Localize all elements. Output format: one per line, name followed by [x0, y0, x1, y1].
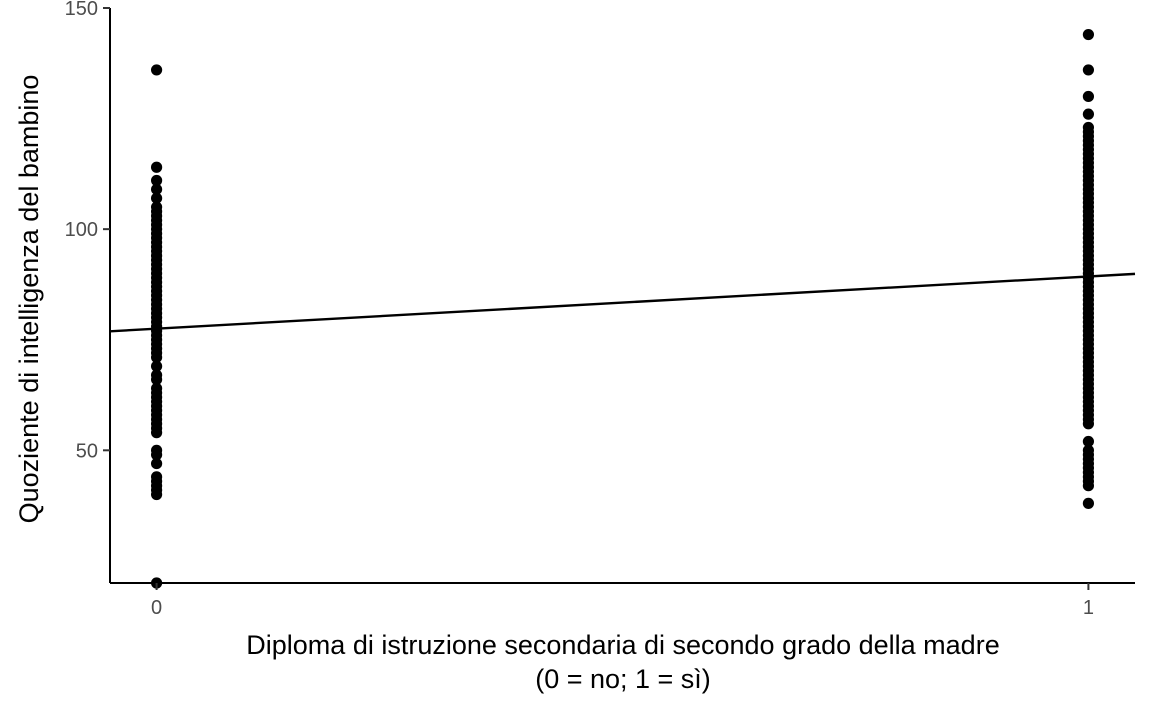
data-point — [150, 174, 163, 187]
x-tick-label: 1 — [1083, 597, 1094, 619]
data-point — [150, 192, 163, 204]
x-axis-title-line-1: Diploma di istruzione secondaria di seco… — [246, 630, 999, 660]
data-point — [150, 64, 163, 76]
data-point — [150, 161, 163, 173]
data-point — [150, 360, 163, 372]
x-axis-title-line-2: (0 = no; 1 = sì) — [535, 664, 711, 694]
x-tick-label: 0 — [151, 597, 162, 619]
regression-line-layer — [109, 272, 1136, 333]
y-tick-label: 150 — [65, 0, 98, 20]
data-point — [1082, 64, 1095, 76]
data-point — [1082, 28, 1095, 41]
data-point — [150, 488, 163, 501]
data-point — [1082, 435, 1095, 448]
data-point — [1082, 108, 1095, 120]
data-point — [150, 457, 163, 470]
y-tick-label: 100 — [65, 219, 98, 241]
data-point — [150, 373, 163, 386]
regression-line — [109, 272, 1136, 333]
points-layer — [150, 28, 1095, 589]
y-tick-label: 50 — [76, 440, 98, 462]
data-point — [1082, 90, 1095, 103]
data-point — [1082, 480, 1095, 492]
data-point — [150, 427, 163, 439]
data-point — [1082, 418, 1095, 430]
y-axis-title: Quoziente di intelligenza del bambino — [14, 75, 44, 524]
data-point — [150, 183, 163, 195]
data-point — [150, 351, 163, 364]
axes-layer: 50 100 150 0 1 — [65, 0, 1135, 619]
data-point — [150, 449, 163, 461]
data-point — [1082, 497, 1095, 509]
